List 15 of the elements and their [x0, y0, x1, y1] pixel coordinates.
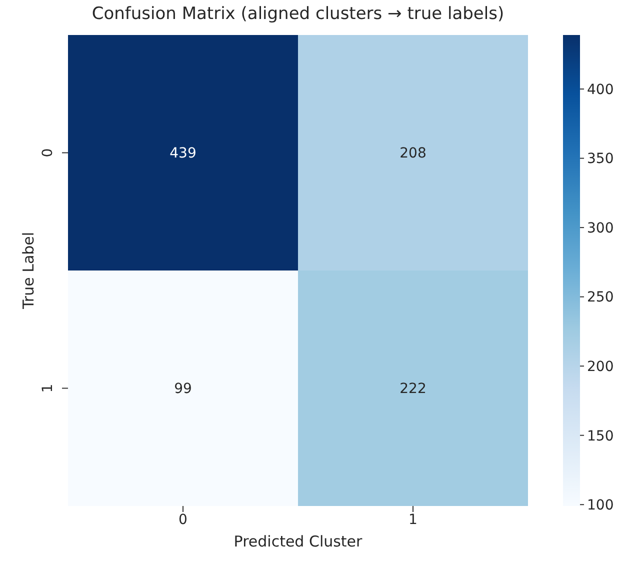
color-bar-label: 300 — [587, 220, 614, 236]
color-bar-label: 150 — [587, 428, 614, 444]
color-bar-label: 100 — [587, 498, 614, 514]
x-axis-title: Predicted Cluster — [234, 532, 364, 551]
color-bar-label: 250 — [587, 290, 614, 306]
data-label: 222 — [400, 381, 426, 398]
color-bar-label: 200 — [587, 358, 614, 375]
chart-title: Confusion Matrix (aligned clusters → true labels) — [90, 4, 506, 24]
data-label: 208 — [400, 146, 426, 162]
data-label: 99 — [174, 381, 192, 398]
data-label: 439 — [170, 146, 196, 162]
colorbar: 100 150 200 250 300 350 400 — [563, 25, 624, 516]
color-bar-label: 400 — [587, 82, 614, 98]
y-axis-title: True Label — [19, 232, 38, 310]
color-bar-label: 350 — [587, 151, 614, 168]
